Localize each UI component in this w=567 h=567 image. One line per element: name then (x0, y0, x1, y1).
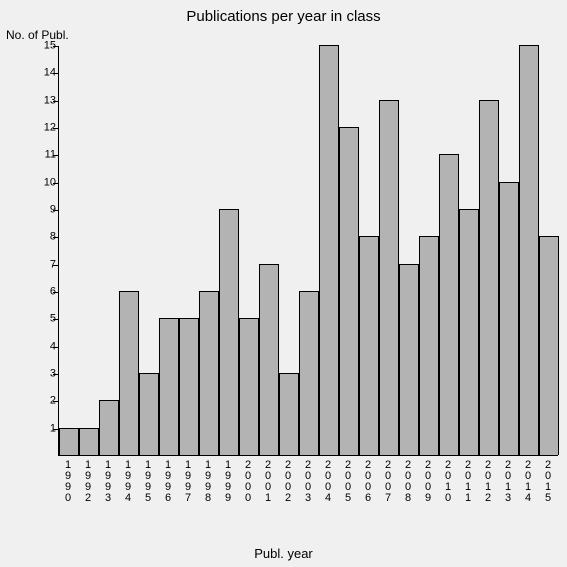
x-tick-label: 1997 (183, 460, 194, 504)
y-tick-mark (53, 183, 58, 184)
bar (439, 154, 459, 455)
x-tick-label: 2014 (523, 460, 534, 504)
bar (259, 264, 279, 455)
bar (419, 236, 439, 455)
chart-container: Publications per year in class No. of Pu… (0, 0, 567, 567)
bar (379, 100, 399, 455)
x-tick-label: 2008 (403, 460, 414, 504)
x-tick-label: 2007 (383, 460, 394, 504)
x-tick-label: 1994 (123, 460, 134, 504)
y-tick-label: 2 (16, 396, 56, 407)
bar (239, 318, 259, 455)
x-tick-label: 2006 (363, 460, 374, 504)
x-tick-label: 2000 (243, 460, 254, 504)
bar (359, 236, 379, 455)
x-tick-label: 2002 (283, 460, 294, 504)
x-tick-label: 1995 (143, 460, 154, 504)
bar (179, 318, 199, 455)
bar (539, 236, 559, 455)
x-tick-label: 1993 (103, 460, 114, 504)
x-tick-label: 1992 (83, 460, 94, 504)
x-tick-label: 1998 (203, 460, 214, 504)
y-tick-mark (53, 265, 58, 266)
y-tick-label: 15 (16, 41, 56, 52)
bar (219, 209, 239, 455)
x-tick-label: 1999 (223, 460, 234, 504)
x-tick-label: 2010 (443, 460, 454, 504)
y-tick-mark (53, 128, 58, 129)
y-tick-mark (53, 73, 58, 74)
y-tick-label: 6 (16, 287, 56, 298)
bar (199, 291, 219, 455)
bar (79, 428, 99, 455)
x-tick-label: 2015 (543, 460, 554, 504)
x-tick-label: 2003 (303, 460, 314, 504)
x-tick-label: 2012 (483, 460, 494, 504)
bar (399, 264, 419, 455)
chart-title: Publications per year in class (0, 8, 567, 25)
x-tick-label: 2005 (343, 460, 354, 504)
y-tick-label: 10 (16, 177, 56, 188)
x-tick-label: 2011 (463, 460, 474, 504)
x-tick-label: 2004 (323, 460, 334, 504)
y-tick-label: 3 (16, 369, 56, 380)
y-tick-mark (53, 429, 58, 430)
bar (119, 291, 139, 455)
bar (519, 45, 539, 455)
y-tick-mark (53, 401, 58, 402)
x-tick-label: 1996 (163, 460, 174, 504)
bar (339, 127, 359, 455)
bar (139, 373, 159, 455)
y-tick-label: 5 (16, 314, 56, 325)
y-tick-mark (53, 46, 58, 47)
y-tick-mark (53, 319, 58, 320)
y-tick-label: 11 (16, 150, 56, 161)
bar (59, 428, 79, 455)
y-tick-mark (53, 155, 58, 156)
y-tick-label: 14 (16, 68, 56, 79)
plot-area (58, 46, 558, 456)
y-tick-mark (53, 347, 58, 348)
bar (459, 209, 479, 455)
bar (299, 291, 319, 455)
y-tick-mark (53, 292, 58, 293)
y-tick-label: 4 (16, 341, 56, 352)
y-tick-label: 1 (16, 423, 56, 434)
x-tick-label: 2009 (423, 460, 434, 504)
bar (159, 318, 179, 455)
x-tick-label: 1990 (63, 460, 74, 504)
y-tick-label: 8 (16, 232, 56, 243)
x-tick-label: 2013 (503, 460, 514, 504)
y-tick-label: 12 (16, 123, 56, 134)
y-tick-mark (53, 374, 58, 375)
y-tick-label: 13 (16, 95, 56, 106)
bar (319, 45, 339, 455)
bar (279, 373, 299, 455)
x-axis-label: Publ. year (0, 546, 567, 561)
y-tick-label: 7 (16, 259, 56, 270)
y-tick-mark (53, 101, 58, 102)
bar (499, 182, 519, 455)
y-tick-mark (53, 237, 58, 238)
bar (479, 100, 499, 455)
y-tick-label: 9 (16, 205, 56, 216)
y-tick-mark (53, 210, 58, 211)
bar (99, 400, 119, 455)
x-tick-label: 2001 (263, 460, 274, 504)
